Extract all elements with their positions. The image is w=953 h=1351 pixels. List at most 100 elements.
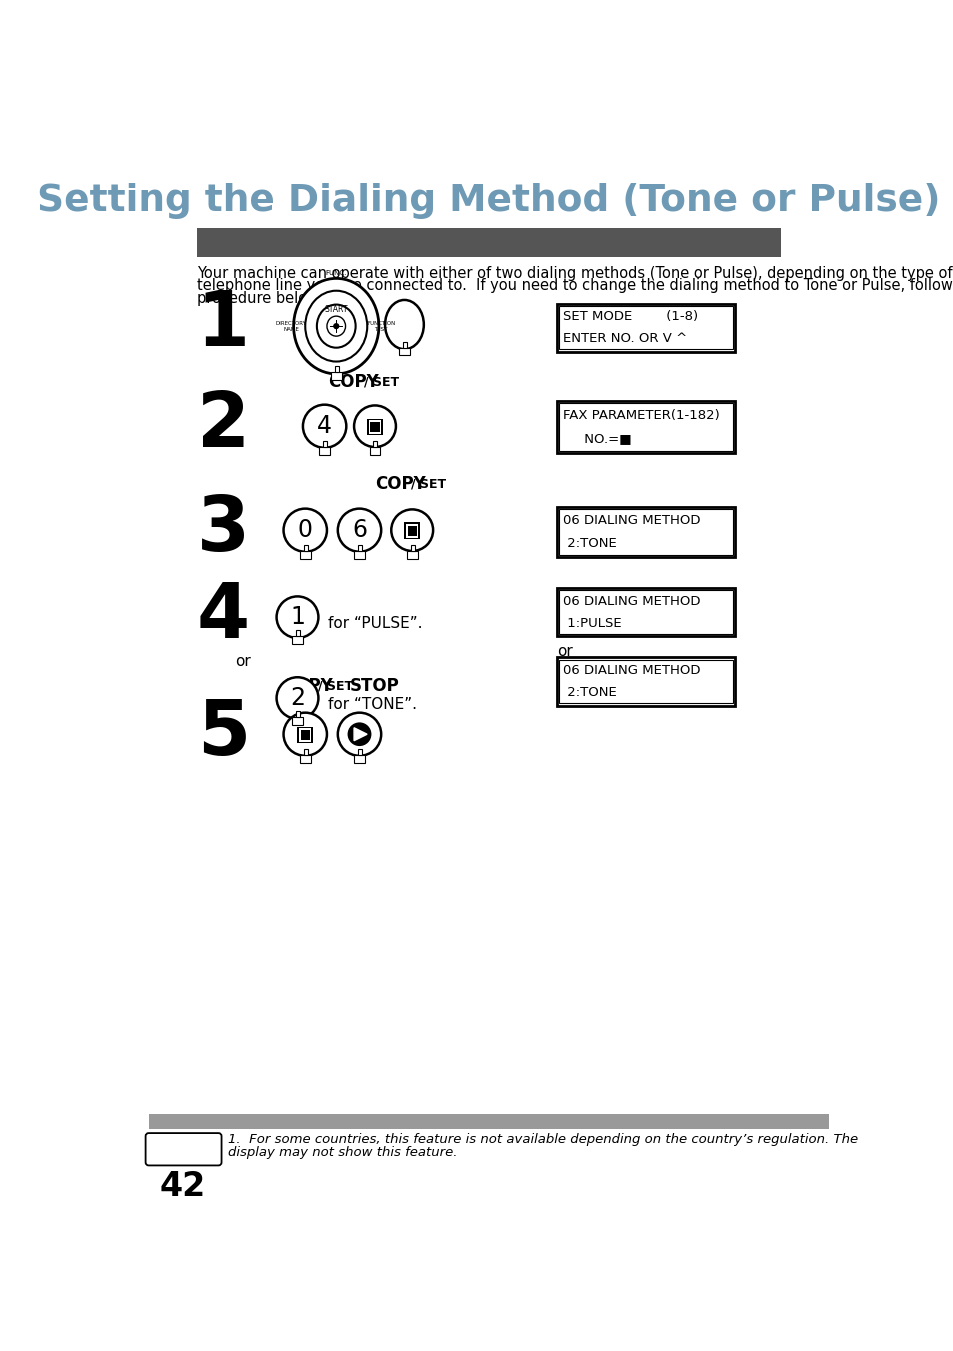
FancyBboxPatch shape	[367, 419, 382, 435]
Text: 2:TONE: 2:TONE	[562, 536, 616, 550]
FancyBboxPatch shape	[558, 590, 732, 634]
Text: 6: 6	[352, 519, 367, 542]
FancyBboxPatch shape	[295, 631, 299, 636]
FancyBboxPatch shape	[370, 422, 379, 432]
FancyBboxPatch shape	[299, 551, 311, 559]
FancyBboxPatch shape	[149, 1113, 828, 1129]
Text: telephone line you are connected to.  If you need to change the dialing method t: telephone line you are connected to. If …	[196, 278, 953, 293]
Text: 0: 0	[297, 519, 313, 542]
FancyBboxPatch shape	[406, 551, 417, 559]
FancyBboxPatch shape	[558, 307, 732, 349]
FancyBboxPatch shape	[410, 544, 415, 551]
Circle shape	[354, 405, 395, 447]
FancyBboxPatch shape	[196, 227, 781, 257]
Circle shape	[283, 508, 327, 551]
Text: 4: 4	[196, 580, 250, 654]
Text: 06 DIALING METHOD: 06 DIALING METHOD	[562, 594, 700, 608]
Text: 06 DIALING METHOD: 06 DIALING METHOD	[562, 515, 700, 527]
FancyBboxPatch shape	[407, 526, 416, 536]
FancyBboxPatch shape	[292, 636, 303, 644]
Circle shape	[276, 596, 318, 638]
Text: 1:PULSE: 1:PULSE	[562, 616, 620, 630]
FancyBboxPatch shape	[354, 551, 365, 559]
Text: FUNCTION
TEST: FUNCTION TEST	[367, 320, 395, 331]
Text: DIRECTORY
NAME: DIRECTORY NAME	[275, 320, 307, 331]
Circle shape	[337, 508, 381, 551]
Text: STOP: STOP	[350, 677, 399, 696]
FancyBboxPatch shape	[558, 403, 732, 451]
Ellipse shape	[316, 304, 355, 347]
FancyBboxPatch shape	[398, 347, 410, 355]
Circle shape	[337, 713, 381, 755]
FancyBboxPatch shape	[357, 748, 361, 755]
FancyBboxPatch shape	[558, 509, 732, 555]
Text: Your machine can operate with either of two dialing methods (Tone or Pulse), dep: Your machine can operate with either of …	[196, 266, 951, 281]
Ellipse shape	[305, 290, 367, 362]
Text: SET MODE        (1-8): SET MODE (1-8)	[562, 311, 697, 323]
Text: for “PULSE”.: for “PULSE”.	[328, 616, 422, 631]
Ellipse shape	[294, 278, 378, 374]
Text: FUNC.: FUNC.	[325, 270, 347, 276]
Text: or: or	[235, 654, 251, 669]
Text: 2: 2	[196, 389, 250, 463]
Ellipse shape	[327, 316, 345, 336]
Text: 7: 7	[396, 311, 412, 334]
Circle shape	[303, 405, 346, 447]
FancyBboxPatch shape	[323, 440, 327, 447]
Text: FAX PARAMETER(1-182): FAX PARAMETER(1-182)	[562, 408, 719, 422]
FancyBboxPatch shape	[300, 730, 310, 740]
FancyBboxPatch shape	[369, 420, 381, 434]
FancyBboxPatch shape	[369, 447, 380, 455]
FancyBboxPatch shape	[557, 401, 735, 453]
FancyBboxPatch shape	[557, 657, 735, 705]
Text: 3: 3	[196, 493, 250, 567]
FancyBboxPatch shape	[292, 717, 303, 725]
Ellipse shape	[385, 300, 423, 349]
FancyBboxPatch shape	[404, 523, 419, 539]
Text: COPY: COPY	[328, 373, 379, 390]
FancyBboxPatch shape	[402, 342, 406, 347]
Text: 4: 4	[316, 415, 332, 438]
Circle shape	[333, 323, 339, 330]
FancyBboxPatch shape	[357, 544, 361, 551]
FancyBboxPatch shape	[303, 748, 307, 755]
FancyBboxPatch shape	[303, 544, 307, 551]
FancyBboxPatch shape	[295, 711, 299, 717]
Text: COPY: COPY	[282, 677, 333, 696]
Circle shape	[391, 509, 433, 551]
Polygon shape	[354, 728, 367, 740]
Text: 06 DIALING METHOD: 06 DIALING METHOD	[562, 663, 700, 677]
Text: 42: 42	[159, 1170, 206, 1204]
Text: display may not show this feature.: display may not show this feature.	[228, 1146, 456, 1159]
FancyBboxPatch shape	[354, 755, 365, 763]
Text: / SET: / SET	[410, 477, 445, 490]
Text: 1: 1	[290, 605, 305, 630]
Circle shape	[347, 723, 371, 746]
FancyBboxPatch shape	[557, 304, 735, 351]
Text: / SET: / SET	[364, 376, 399, 388]
Text: 1.  For some countries, this feature is not available depending on the country’s: 1. For some countries, this feature is n…	[228, 1132, 857, 1146]
Text: COPY: COPY	[375, 476, 425, 493]
FancyBboxPatch shape	[299, 755, 311, 763]
Text: 1: 1	[196, 288, 250, 362]
FancyBboxPatch shape	[319, 447, 330, 455]
FancyBboxPatch shape	[557, 588, 735, 636]
Text: 5: 5	[196, 697, 250, 771]
FancyBboxPatch shape	[406, 524, 418, 538]
Text: or: or	[557, 644, 572, 659]
Circle shape	[276, 677, 318, 719]
Text: Setting the Dialing Method (Tone or Pulse): Setting the Dialing Method (Tone or Puls…	[37, 184, 940, 219]
Text: 2:TONE: 2:TONE	[562, 686, 616, 698]
FancyBboxPatch shape	[298, 728, 311, 742]
Text: procedure below.: procedure below.	[196, 290, 322, 305]
FancyBboxPatch shape	[558, 659, 732, 704]
FancyBboxPatch shape	[297, 727, 313, 743]
Text: NO.=■: NO.=■	[562, 432, 631, 446]
FancyBboxPatch shape	[557, 507, 735, 557]
Text: ENTER NO. OR V ^: ENTER NO. OR V ^	[562, 332, 686, 345]
Text: 2: 2	[290, 686, 305, 711]
Text: NOTE: NOTE	[162, 1142, 205, 1156]
Text: for “TONE”.: for “TONE”.	[328, 697, 417, 712]
Text: / SET: / SET	[317, 680, 353, 693]
Circle shape	[283, 713, 327, 755]
